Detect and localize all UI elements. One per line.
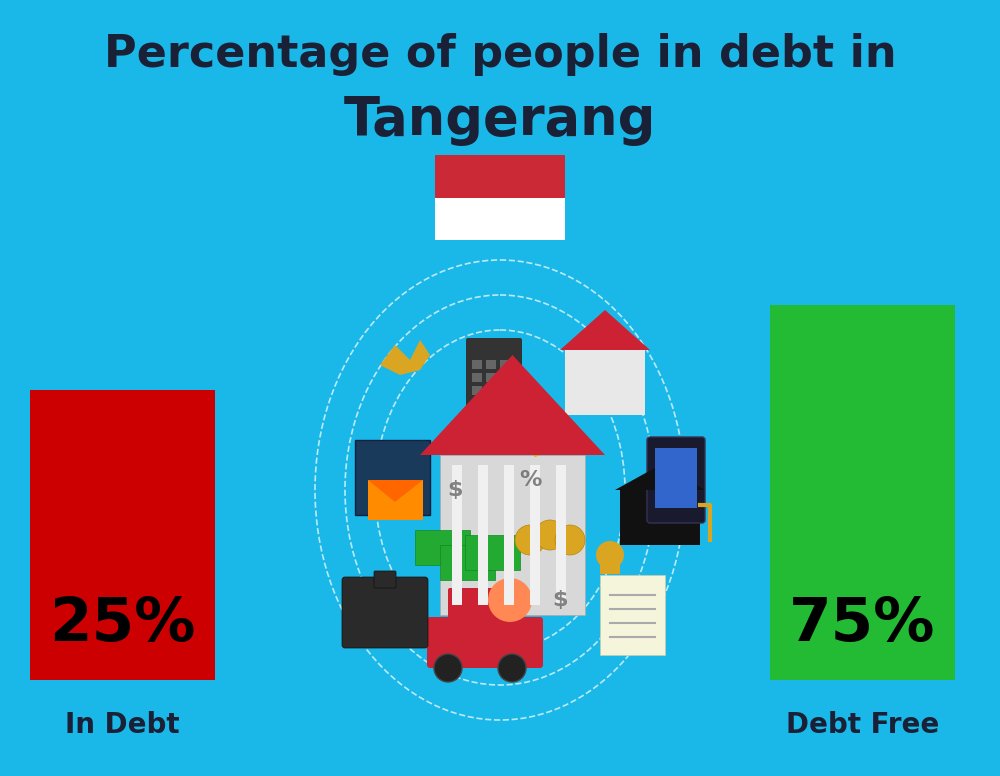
FancyBboxPatch shape [504, 465, 514, 605]
FancyBboxPatch shape [435, 155, 565, 198]
FancyBboxPatch shape [472, 373, 482, 382]
Circle shape [555, 525, 585, 555]
FancyBboxPatch shape [647, 437, 705, 523]
FancyBboxPatch shape [465, 535, 520, 570]
FancyBboxPatch shape [565, 350, 645, 415]
FancyBboxPatch shape [770, 305, 955, 680]
Text: Tangerang: Tangerang [344, 94, 656, 146]
Polygon shape [420, 355, 605, 455]
FancyBboxPatch shape [655, 448, 697, 508]
Text: Percentage of people in debt in: Percentage of people in debt in [104, 33, 896, 77]
FancyBboxPatch shape [466, 338, 522, 407]
FancyBboxPatch shape [415, 530, 470, 565]
Polygon shape [560, 310, 650, 350]
FancyBboxPatch shape [500, 360, 510, 369]
FancyBboxPatch shape [448, 588, 522, 627]
FancyBboxPatch shape [500, 386, 510, 395]
FancyBboxPatch shape [342, 577, 428, 648]
Polygon shape [530, 445, 548, 457]
Circle shape [434, 654, 462, 682]
Polygon shape [615, 465, 705, 490]
Text: 25%: 25% [49, 595, 196, 654]
FancyBboxPatch shape [500, 373, 510, 382]
FancyBboxPatch shape [374, 571, 396, 588]
FancyBboxPatch shape [472, 360, 482, 369]
Circle shape [535, 520, 565, 550]
Text: %: % [519, 470, 541, 490]
FancyBboxPatch shape [452, 465, 462, 605]
FancyBboxPatch shape [440, 545, 495, 580]
FancyBboxPatch shape [435, 198, 565, 240]
FancyBboxPatch shape [486, 360, 496, 369]
FancyBboxPatch shape [600, 554, 620, 574]
FancyBboxPatch shape [556, 465, 566, 605]
FancyBboxPatch shape [30, 390, 215, 680]
FancyBboxPatch shape [427, 617, 543, 668]
Circle shape [498, 654, 526, 682]
FancyBboxPatch shape [620, 490, 700, 545]
FancyBboxPatch shape [368, 480, 423, 520]
Polygon shape [380, 340, 430, 375]
Polygon shape [368, 480, 423, 502]
Text: $: $ [552, 590, 568, 610]
FancyBboxPatch shape [472, 386, 482, 395]
FancyBboxPatch shape [440, 455, 585, 615]
FancyBboxPatch shape [355, 440, 430, 515]
Text: 75%: 75% [789, 595, 936, 654]
FancyBboxPatch shape [530, 465, 540, 605]
Text: In Debt: In Debt [65, 711, 180, 739]
FancyBboxPatch shape [478, 465, 488, 605]
FancyBboxPatch shape [486, 373, 496, 382]
Text: Debt Free: Debt Free [786, 711, 939, 739]
Text: $: $ [447, 480, 463, 500]
Circle shape [596, 541, 624, 569]
FancyBboxPatch shape [486, 386, 496, 395]
Circle shape [515, 525, 545, 555]
Circle shape [488, 578, 532, 622]
FancyBboxPatch shape [600, 575, 665, 655]
